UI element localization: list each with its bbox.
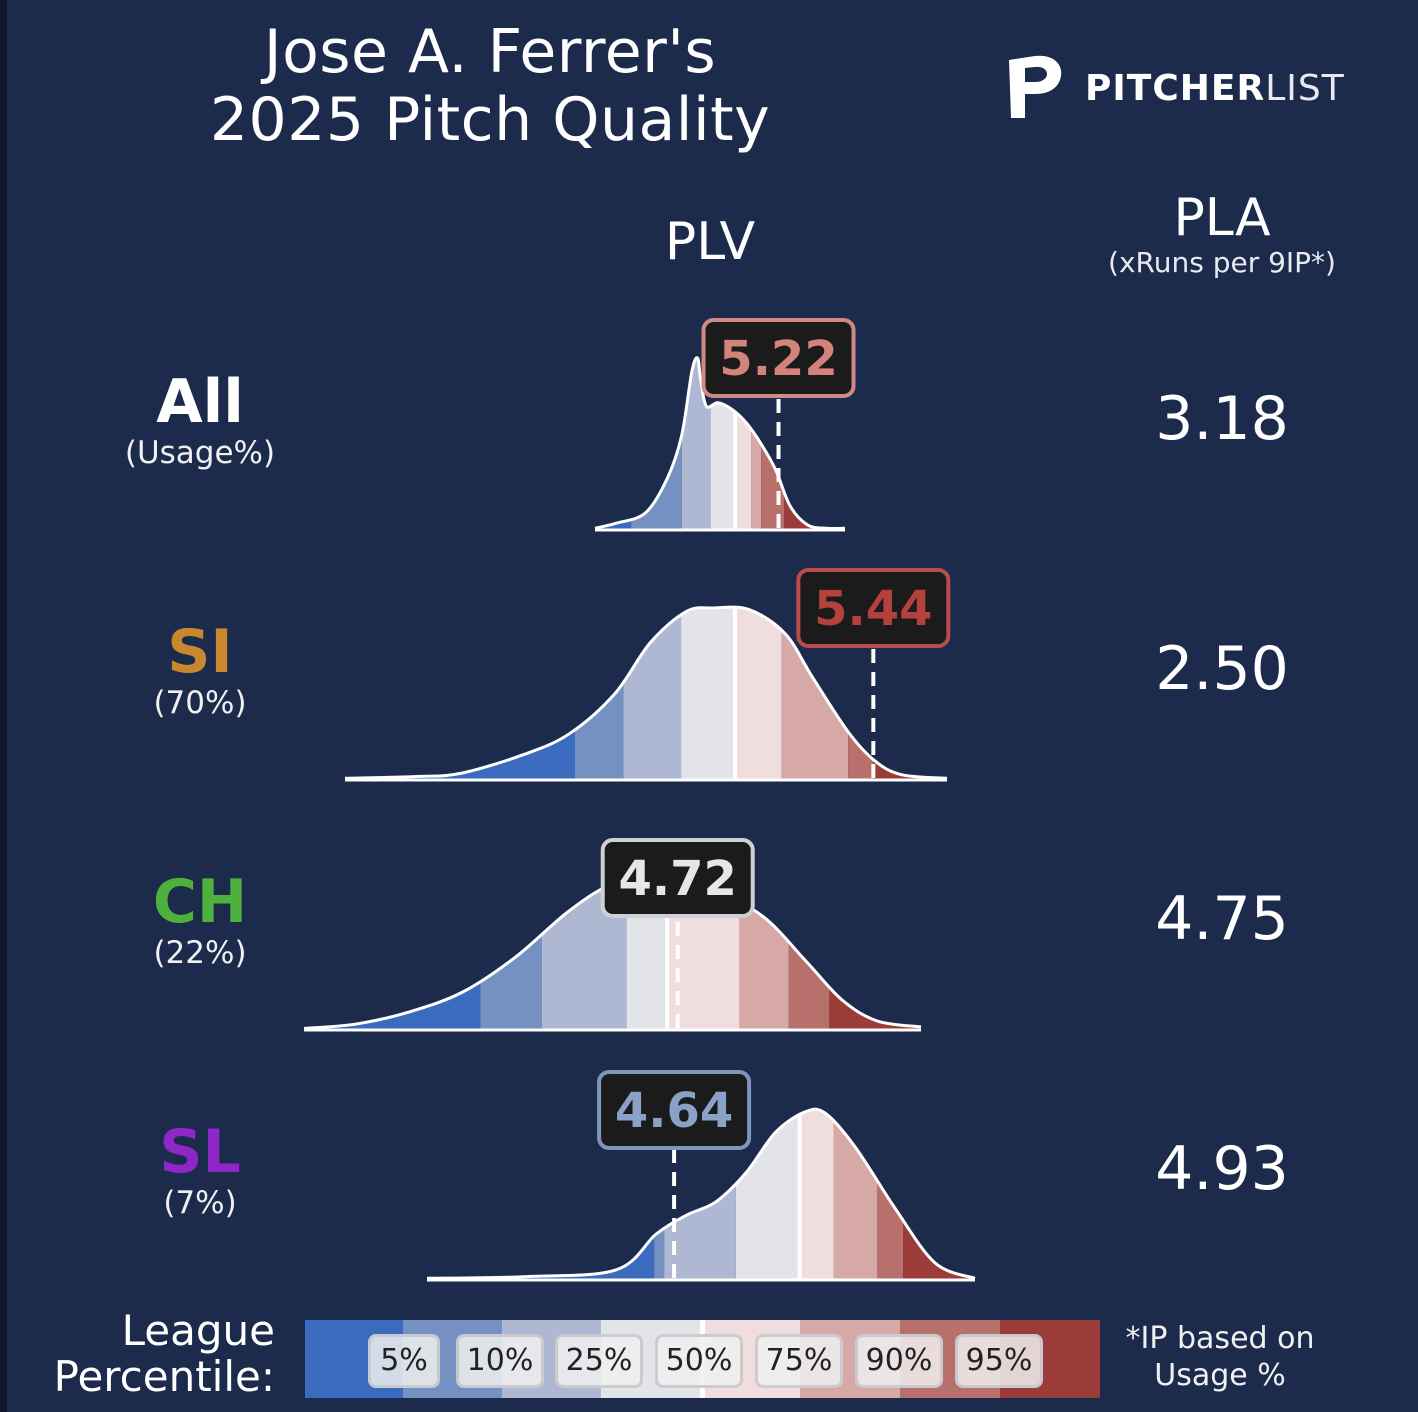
logo-wordmark: PITCHERLIST (1085, 68, 1345, 109)
density-band-si-1 (345, 607, 576, 780)
row-label-si: SI (70%) (60, 620, 340, 722)
pla-value-si: 2.50 (1155, 634, 1289, 704)
density-band-all-1 (595, 357, 632, 530)
pitch-usage-si: (70%) (153, 685, 247, 721)
chart-title: Jose A. Ferrer's 2025 Pitch Quality (130, 18, 850, 154)
density-band-si-4 (681, 607, 735, 780)
density-plot-ch: 4.72 (303, 838, 922, 1032)
density-outline-all (594, 356, 846, 531)
pitcherlist-logo: PITCHERLIST (1005, 52, 1345, 124)
density-outline-sl (426, 1107, 976, 1280)
row-label-all: All (Usage%) (60, 370, 340, 472)
plv-value-label-ch: 4.72 (619, 851, 737, 907)
pla-value-ch: 4.75 (1155, 884, 1289, 954)
plv-value-label-all: 5.22 (719, 331, 837, 387)
density-band-si-5 (734, 607, 782, 780)
plv-value-label-sl: 4.64 (615, 1083, 733, 1139)
row-label-sl: SL (7%) (60, 1120, 340, 1222)
left-edge (0, 0, 7, 1412)
legend-pill-95: 95% (955, 1334, 1043, 1388)
legend-label-line-2: Percentile: (53, 1352, 275, 1401)
pla-value-all: 3.18 (1155, 384, 1289, 454)
density-band-si-3 (623, 607, 682, 780)
title-line-1: Jose A. Ferrer's (263, 17, 717, 87)
plv-value-label-si: 5.44 (814, 581, 932, 637)
density-outline-si (344, 605, 948, 780)
pitch-name-si: SI (167, 617, 233, 687)
pitch-name-ch: CH (152, 867, 248, 937)
density-band-sl-5 (799, 1109, 834, 1280)
ip-footnote: *IP based on Usage % (1105, 1320, 1335, 1394)
density-band-all-2 (631, 357, 682, 530)
density-band-all-6 (751, 357, 762, 530)
density-band-ch-8 (829, 877, 921, 1030)
plv-value-box-sl (597, 1070, 752, 1150)
density-band-sl-8 (903, 1109, 975, 1280)
plv-value-box-ch (600, 838, 755, 918)
ip-footnote-line-2: Usage % (1154, 1358, 1286, 1393)
pitch-usage-all: (Usage%) (124, 435, 276, 471)
percentile-legend-bar: 5% 10% 25% 50% 75% 90% 95% (305, 1320, 1100, 1398)
density-plot-sl: 4.64 (426, 1070, 976, 1282)
plv-value-box-all (701, 318, 856, 398)
pla-value-sl: 4.93 (1155, 1134, 1289, 1204)
row-label-ch: CH (22%) (60, 870, 340, 972)
legend-pill-90: 90% (855, 1334, 943, 1388)
title-line-2: 2025 Pitch Quality (209, 85, 771, 155)
density-plot-si: 5.44 (344, 568, 951, 782)
legend-pill-75: 75% (755, 1334, 843, 1388)
ip-footnote-line-1: *IP based on (1125, 1321, 1315, 1356)
legend-pill-25: 25% (555, 1334, 643, 1388)
plv-distribution-plots: 5.22 5.44 4.72 4.64 (303, 318, 976, 1282)
plv-value-box-si (796, 568, 951, 648)
density-band-ch-1 (304, 877, 481, 1030)
legend-label-line-1: League (121, 1306, 275, 1355)
density-band-si-2 (575, 607, 624, 780)
pitcherlist-p-logo-icon (1009, 55, 1062, 118)
pitch-name-sl: SL (159, 1117, 241, 1187)
logo-wordmark-light: LIST (1265, 68, 1345, 109)
pla-subheader: (xRuns per 9IP*) (1108, 246, 1336, 279)
legend-pill-50: 50% (655, 1334, 743, 1388)
density-band-sl-7 (877, 1109, 904, 1280)
pitch-usage-sl: (7%) (163, 1185, 237, 1221)
logo-wordmark-bold: PITCHER (1085, 68, 1266, 109)
pitch-name-all: All (156, 367, 244, 437)
pla-header: PLA (1173, 188, 1271, 248)
legend-label: League Percentile: (40, 1308, 275, 1400)
plv-header: PLV (664, 212, 756, 272)
legend-pill-5: 5% (368, 1334, 440, 1388)
density-band-ch-2 (480, 877, 542, 1030)
density-plot-all: 5.22 (594, 318, 856, 532)
legend-pill-10: 10% (456, 1334, 544, 1388)
pitch-usage-ch: (22%) (153, 935, 247, 971)
